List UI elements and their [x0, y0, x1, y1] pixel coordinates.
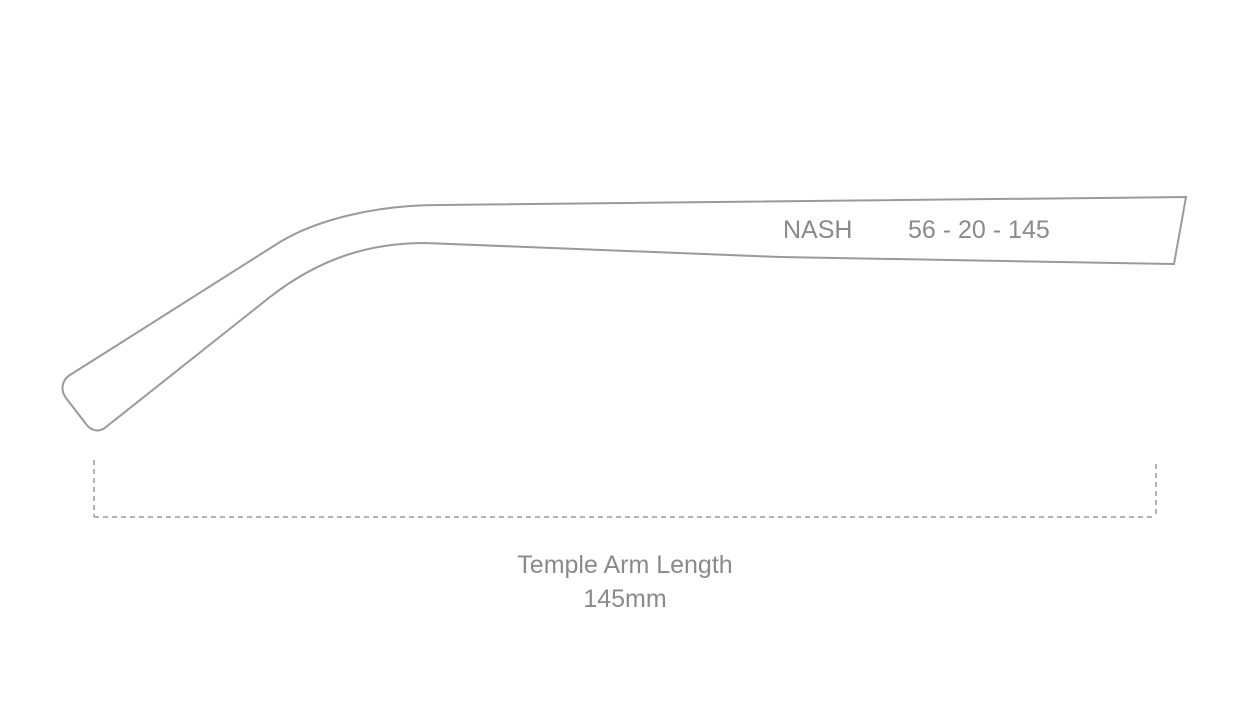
- dimension-line: [93, 460, 1157, 518]
- model-name: NASH: [783, 216, 852, 244]
- size-code: 56 - 20 - 145: [908, 216, 1050, 244]
- measure-value: 145mm: [583, 585, 666, 613]
- measure-label: Temple Arm Length: [517, 551, 732, 579]
- temple-arm-outline: [61, 195, 1188, 432]
